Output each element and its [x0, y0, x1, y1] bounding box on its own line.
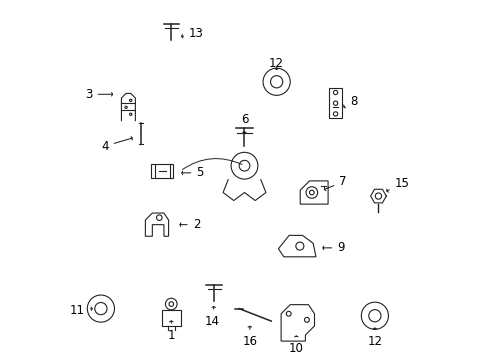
Text: 15: 15 [386, 177, 408, 192]
Text: 6: 6 [240, 113, 248, 133]
Text: 2: 2 [180, 218, 200, 231]
Text: 11: 11 [70, 304, 92, 317]
Text: 14: 14 [204, 307, 220, 328]
Text: 5: 5 [182, 166, 203, 179]
Text: 16: 16 [242, 326, 257, 348]
Text: 13: 13 [182, 27, 203, 40]
Text: 1: 1 [167, 321, 175, 342]
Text: 12: 12 [366, 328, 382, 348]
Text: 8: 8 [343, 95, 357, 108]
Text: 10: 10 [288, 336, 303, 355]
Text: 7: 7 [324, 175, 346, 191]
Text: 9: 9 [322, 241, 344, 255]
Text: 3: 3 [85, 88, 112, 101]
Text: 12: 12 [268, 57, 284, 71]
Text: 4: 4 [101, 137, 132, 153]
